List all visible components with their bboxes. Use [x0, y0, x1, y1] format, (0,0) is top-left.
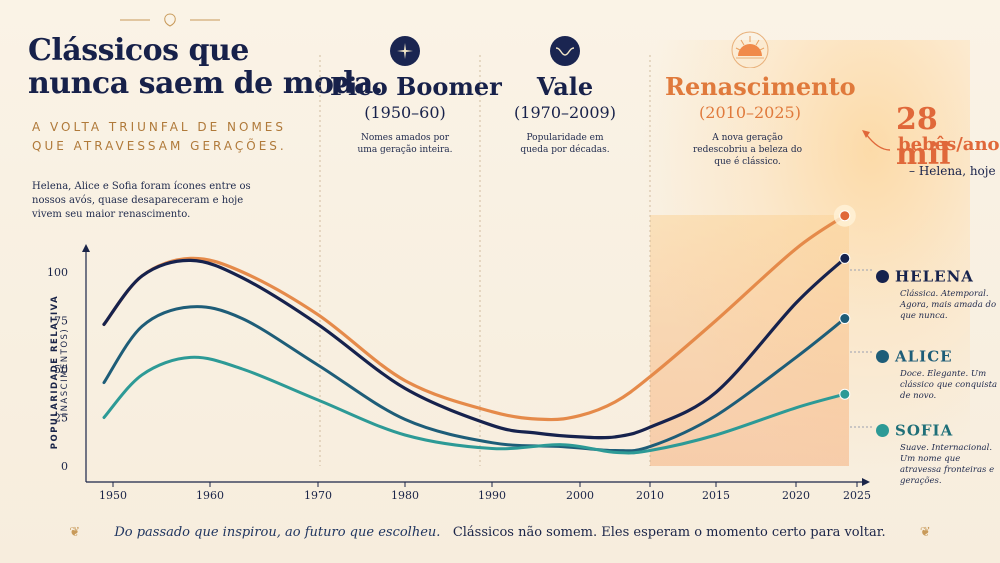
- era-desc: Popularidade em queda por décadas.: [520, 133, 610, 155]
- wave-icon: [550, 36, 580, 66]
- series-end-point: [839, 313, 851, 325]
- title-line-1: Clássicos que: [28, 33, 249, 68]
- era-desc: Nomes amados por uma geração inteira.: [357, 133, 453, 155]
- intro-text: Helena, Alice e Sofia foram ícones entre…: [32, 181, 251, 220]
- legend-name: HELENA: [895, 267, 974, 286]
- y-axis-arrow-icon: [82, 244, 90, 252]
- era-desc: A nova geração redescobriu a beleza do q…: [692, 133, 803, 167]
- series-line-sofia: [102, 355, 847, 455]
- y-tick-label: 0: [61, 460, 68, 473]
- subtitle-line-2: QUE ATRAVESSAM GERAÇÕES.: [32, 139, 287, 153]
- series-end-point: [839, 252, 851, 264]
- callout-arrow-line: [865, 133, 891, 151]
- x-tick-label: 1950: [99, 489, 127, 502]
- callout-arrow-icon: [862, 130, 870, 138]
- callout-attribution: – Helena, hoje: [909, 164, 996, 178]
- legend-desc: Doce. Elegante. Um clássico que conquist…: [900, 368, 998, 401]
- era-name: Renascimento: [665, 72, 856, 101]
- callout-number: 28 mil: [896, 102, 951, 172]
- era-name: Pico Boomer: [330, 72, 502, 101]
- y-tick-label: 100: [47, 266, 68, 279]
- y-tick-label: 50: [54, 363, 68, 376]
- title-line-2: nunca saem de moda.: [28, 66, 383, 101]
- star-icon: [390, 36, 420, 66]
- x-tick-label: 2015: [702, 489, 730, 502]
- legend-desc: Clássica. Atemporal. Agora, mais amada d…: [900, 288, 997, 321]
- era-years: (1950–60): [364, 103, 446, 122]
- page-title: Clássicos que nunca saem de moda.: [28, 34, 383, 100]
- era-years: (1970–2009): [514, 103, 616, 122]
- series-end-point: [839, 388, 851, 400]
- sunrise-icon: [730, 30, 770, 69]
- x-tick-label: 1960: [196, 489, 224, 502]
- footer-plain: Clássicos não somem. Eles esperam o mome…: [452, 525, 886, 540]
- y-tick-label: 25: [54, 412, 68, 425]
- legend-dot-icon: [876, 350, 889, 363]
- x-tick-label: 2025: [843, 489, 871, 502]
- era-years: (2010–2025): [699, 103, 801, 122]
- legend-name: ALICE: [895, 347, 953, 366]
- subtitle-line-1: A VOLTA TRIUNFAL DE NOMES: [32, 120, 287, 134]
- legend-desc: Suave. Internacional. Um nome que atrave…: [900, 442, 995, 486]
- era-renascimento: Renascimento (2010–2025) A nova geração …: [665, 30, 856, 168]
- series-end-point: [839, 210, 851, 222]
- footer-italic: Do passado que inspirou, ao futuro que e…: [114, 525, 441, 540]
- era-vale: Vale (1970–2009) Popularidade em queda p…: [495, 36, 635, 156]
- y-tick-label: 75: [54, 315, 68, 328]
- x-tick-label: 1970: [304, 489, 332, 502]
- legend-sofia: SOFIA Suave. Internacional. Um nome que …: [876, 420, 1000, 487]
- era-name: Vale: [536, 72, 594, 101]
- footer-ornament-left-icon: ❦: [69, 525, 81, 540]
- x-axis-arrow-icon: [862, 478, 870, 486]
- legend-helena: HELENA Clássica. Atemporal. Agora, mais …: [876, 266, 1000, 322]
- footer-ornament-right-icon: ❦: [919, 525, 931, 540]
- legend-alice: ALICE Doce. Elegante. Um clássico que co…: [876, 346, 1000, 402]
- heart-ornament-icon: [164, 13, 176, 27]
- x-tick-label: 2020: [782, 489, 810, 502]
- x-tick-label: 1980: [391, 489, 419, 502]
- subtitle: A VOLTA TRIUNFAL DE NOMES QUE ATRAVESSAM…: [32, 118, 292, 156]
- callout-unit: bebês/ano: [898, 134, 1000, 155]
- footer: ❦ Do passado que inspirou, ao futuro que…: [0, 525, 1000, 540]
- legend-dot-icon: [876, 270, 889, 283]
- series-line-helena-peak: [102, 214, 847, 422]
- series-line-alice: [102, 305, 847, 453]
- era-pico-boomer: Pico Boomer (1950–60) Nomes amados por u…: [330, 36, 502, 156]
- x-tick-label: 1990: [478, 489, 506, 502]
- x-tick-label: 2010: [636, 489, 664, 502]
- x-tick-label: 2000: [566, 489, 594, 502]
- series-line-helena: [102, 256, 847, 440]
- legend-dot-icon: [876, 424, 889, 437]
- legend-name: SOFIA: [895, 421, 954, 440]
